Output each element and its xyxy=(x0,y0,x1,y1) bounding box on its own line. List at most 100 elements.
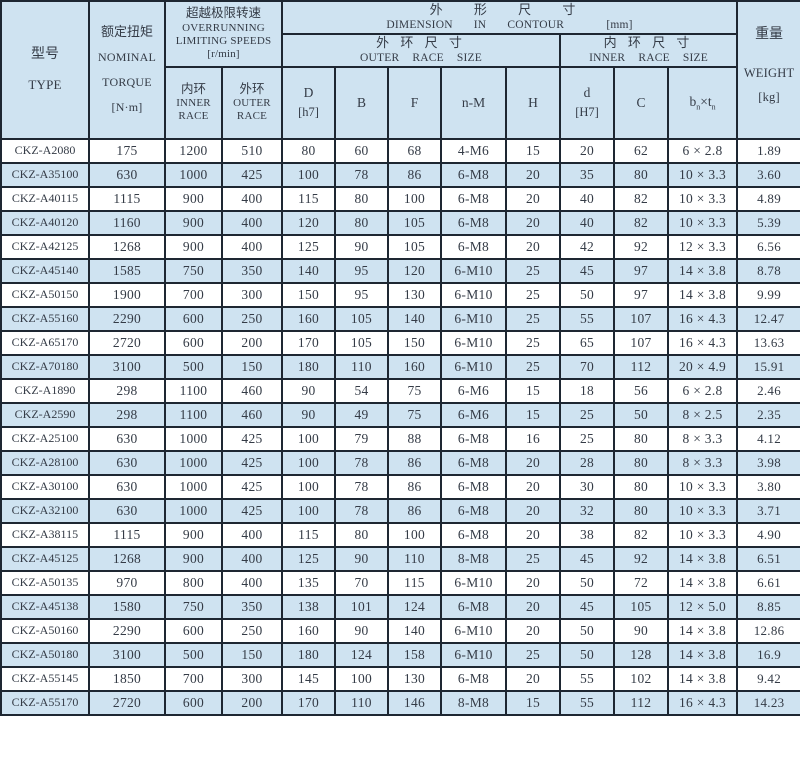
table-row: CKZ-A65170 2720 600 200 170 105 150 6-M10 25 65 10… xyxy=(0,329,800,356)
cell-dim-nM: 8-M8 xyxy=(440,545,507,572)
cell-dim-F: 158 xyxy=(387,641,442,668)
table-row: CKZ-A35100 630 1000 425 100 78 86 6-M8 20 35 80 10 … xyxy=(0,161,800,188)
cell-nominal-torque: 630 xyxy=(88,473,166,500)
cell-dim-nM: 6-M8 xyxy=(440,473,507,500)
torque-label-en1: NOMINAL xyxy=(97,50,157,65)
cell-weight: 8.78 xyxy=(736,257,800,284)
cell-dim-B: 70 xyxy=(334,569,389,596)
cell-dim-bn-tn: 14 × 3.8 xyxy=(666,545,739,572)
cell-weight: 15.91 xyxy=(736,353,800,380)
cell-nominal-torque: 2720 xyxy=(88,329,166,356)
cell-nominal-torque: 630 xyxy=(88,161,166,188)
D-label: D xyxy=(303,85,314,101)
cell-dim-D: 145 xyxy=(281,665,336,692)
cell-speed-inner-race: 750 xyxy=(164,257,223,284)
cell-dim-B: 80 xyxy=(334,209,389,236)
cell-dim-H: 25 xyxy=(505,329,561,356)
cell-speed-inner-race: 500 xyxy=(164,641,223,668)
cell-dim-F: 100 xyxy=(387,185,442,212)
cell-dim-bn-tn: 16 × 4.3 xyxy=(666,305,739,332)
cell-dim-bn-tn: 10 × 3.3 xyxy=(666,521,739,548)
cell-dim-C: 82 xyxy=(613,185,669,212)
cell-dim-bn-tn: 16 × 4.3 xyxy=(666,689,739,716)
bn-tn-label: bn×tn xyxy=(689,93,716,112)
cell-type: CKZ-A40115 xyxy=(0,185,90,212)
cell-dim-H: 20 xyxy=(505,593,561,620)
cell-dim-nM: 6-M6 xyxy=(440,401,507,428)
table-row: CKZ-A30100 630 1000 425 100 78 86 6-M8 20 30 80 10 … xyxy=(0,473,800,500)
cell-dim-C: 97 xyxy=(613,281,669,308)
speed-inner-en1: INNER xyxy=(176,97,211,110)
cell-dim-B: 49 xyxy=(334,401,389,428)
cell-speed-inner-race: 600 xyxy=(164,305,223,332)
cell-dim-bn-tn: 14 × 3.8 xyxy=(666,257,739,284)
cell-dim-nM: 6-M10 xyxy=(440,305,507,332)
cell-speed-inner-race: 900 xyxy=(164,521,223,548)
cell-dim-D: 170 xyxy=(281,329,336,356)
cell-dim-bn-tn: 14 × 3.8 xyxy=(666,569,739,596)
cell-nominal-torque: 1268 xyxy=(88,233,166,260)
speeds-unit: [r/min] xyxy=(207,48,240,61)
cell-dim-F: 110 xyxy=(387,545,442,572)
cell-speed-inner-race: 1100 xyxy=(164,401,223,428)
cell-dim-B: 80 xyxy=(334,521,389,548)
cell-dim-C: 92 xyxy=(613,545,669,572)
cell-weight: 3.71 xyxy=(736,497,800,524)
weight-label-zh: 重量 xyxy=(755,27,784,43)
cell-weight: 1.89 xyxy=(736,137,800,164)
cell-weight: 4.89 xyxy=(736,185,800,212)
cell-speed-outer-race: 460 xyxy=(221,377,283,404)
cell-weight: 2.35 xyxy=(736,401,800,428)
cell-dim-C: 102 xyxy=(613,665,669,692)
cell-dim-d: 70 xyxy=(559,353,615,380)
cell-speed-inner-race: 1000 xyxy=(164,497,223,524)
cell-dim-d: 28 xyxy=(559,449,615,476)
cell-dim-H: 20 xyxy=(505,497,561,524)
cell-speed-outer-race: 350 xyxy=(221,593,283,620)
cell-dim-D: 180 xyxy=(281,353,336,380)
cell-dim-nM: 6-M10 xyxy=(440,641,507,668)
cell-weight: 5.39 xyxy=(736,209,800,236)
cell-dim-H: 25 xyxy=(505,353,561,380)
speeds-label-en2: LIMITING SPEEDS xyxy=(175,35,272,48)
cell-dim-d: 25 xyxy=(559,401,615,428)
cell-dim-bn-tn: 14 × 3.8 xyxy=(666,617,739,644)
cell-dim-nM: 6-M8 xyxy=(440,521,507,548)
cell-dim-B: 90 xyxy=(334,545,389,572)
table-header: 型号 TYPE 额定扭矩 NOMINAL TORQUE [N·m] 超越极限转速… xyxy=(0,0,800,140)
cell-type: CKZ-A30100 xyxy=(0,473,90,500)
type-label-zh: 型号 xyxy=(31,46,59,62)
outer-race-size-zh: 外 环 尺 寸 xyxy=(376,35,466,50)
type-label-en: TYPE xyxy=(28,77,62,93)
cell-weight: 4.12 xyxy=(736,425,800,452)
cell-weight: 9.99 xyxy=(736,281,800,308)
C-label: C xyxy=(636,94,646,110)
cell-dim-H: 20 xyxy=(505,617,561,644)
cell-dim-bn-tn: 10 × 3.3 xyxy=(666,185,739,212)
cell-type: CKZ-A45138 xyxy=(0,593,90,620)
cell-dim-d: 50 xyxy=(559,569,615,596)
cell-type: CKZ-A42125 xyxy=(0,233,90,260)
cell-weight: 3.60 xyxy=(736,161,800,188)
cell-dim-F: 75 xyxy=(387,401,442,428)
table-row: CKZ-A1890 298 1100 460 90 54 75 6-M6 15 18 56 6 × 2… xyxy=(0,377,800,404)
cell-dim-B: 80 xyxy=(334,185,389,212)
cell-type: CKZ-A2590 xyxy=(0,401,90,428)
cell-dim-C: 56 xyxy=(613,377,669,404)
cell-nominal-torque: 3100 xyxy=(88,641,166,668)
cell-dim-B: 101 xyxy=(334,593,389,620)
cell-dim-F: 160 xyxy=(387,353,442,380)
cell-dim-D: 100 xyxy=(281,425,336,452)
cell-dim-D: 170 xyxy=(281,689,336,716)
col-header-d-H7: d [H7] xyxy=(559,65,615,140)
cell-dim-F: 86 xyxy=(387,497,442,524)
cell-speed-outer-race: 150 xyxy=(221,353,283,380)
cell-speed-inner-race: 1000 xyxy=(164,425,223,452)
cell-speed-inner-race: 900 xyxy=(164,209,223,236)
cell-nominal-torque: 1160 xyxy=(88,209,166,236)
cell-weight: 6.61 xyxy=(736,569,800,596)
cell-nominal-torque: 1268 xyxy=(88,545,166,572)
cell-dim-bn-tn: 8 × 3.3 xyxy=(666,425,739,452)
cell-speed-outer-race: 200 xyxy=(221,689,283,716)
cell-speed-outer-race: 300 xyxy=(221,281,283,308)
